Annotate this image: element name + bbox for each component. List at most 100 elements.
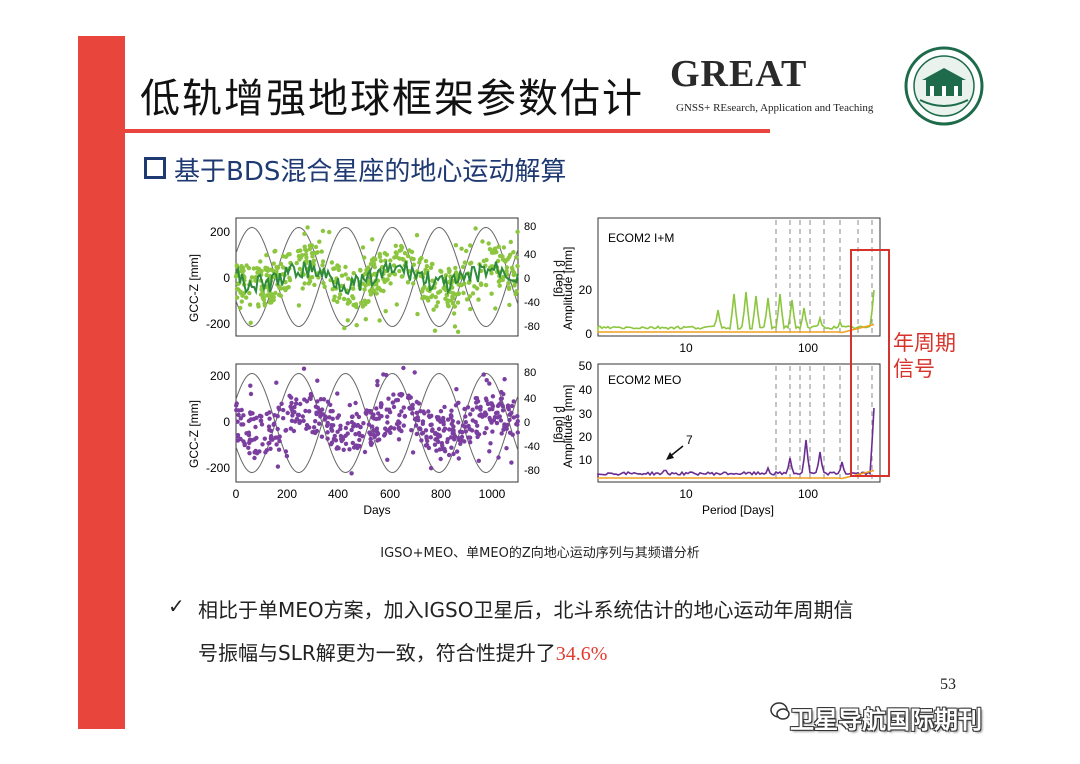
data-point xyxy=(502,377,507,382)
panel-top-left: 200 0 -200 80 40 0 -40 -80 GCC-Z [mm] β … xyxy=(187,217,567,337)
data-point xyxy=(426,409,431,414)
bl-ytick-200: 200 xyxy=(210,369,230,383)
bl-y2tick-0: 0 xyxy=(524,417,530,429)
data-point xyxy=(378,258,384,264)
data-point xyxy=(408,395,413,400)
slide-title: 低轨增强地球框架参数估计 xyxy=(140,76,644,122)
data-point xyxy=(275,265,280,271)
subtitle-bullet-square xyxy=(144,157,166,179)
data-point xyxy=(246,432,252,438)
data-point xyxy=(454,449,460,454)
data-point xyxy=(394,254,399,260)
data-point xyxy=(478,404,483,410)
watermark-text: 卫星导航国际期刊 xyxy=(790,706,982,734)
data-point xyxy=(496,244,501,249)
tl-ylabel: GCC-Z [mm] xyxy=(187,254,201,322)
data-point xyxy=(473,226,478,231)
data-point xyxy=(310,254,315,259)
data-point xyxy=(483,412,489,417)
data-point xyxy=(397,268,402,274)
data-point xyxy=(374,282,379,287)
data-point xyxy=(284,453,290,459)
data-point xyxy=(468,440,473,445)
data-point xyxy=(252,450,257,455)
data-point xyxy=(462,260,468,265)
data-point xyxy=(441,415,446,421)
data-point xyxy=(365,299,371,304)
data-point xyxy=(360,434,365,439)
data-point xyxy=(475,423,480,428)
data-point xyxy=(463,420,468,425)
data-point xyxy=(468,243,473,248)
data-point xyxy=(511,415,516,420)
data-point xyxy=(504,446,509,451)
data-point xyxy=(375,382,380,388)
data-point xyxy=(420,430,426,436)
data-point xyxy=(428,466,434,471)
data-point xyxy=(304,255,309,260)
data-point xyxy=(487,415,492,421)
data-point xyxy=(420,421,425,426)
data-point xyxy=(506,285,512,290)
br-ytick-50: 50 xyxy=(579,359,593,373)
data-point xyxy=(285,410,290,416)
data-point xyxy=(407,405,412,411)
data-point xyxy=(494,420,500,426)
data-point xyxy=(448,413,454,418)
data-point xyxy=(385,420,390,425)
data-point xyxy=(362,449,368,455)
data-point xyxy=(276,405,281,410)
br-xlabel: Period [Days] xyxy=(702,503,774,517)
data-point xyxy=(271,294,276,300)
tr-xtick-10: 10 xyxy=(679,341,693,355)
data-point xyxy=(300,286,305,291)
data-point xyxy=(504,265,510,270)
data-point xyxy=(238,416,243,421)
data-point xyxy=(392,272,398,277)
data-point xyxy=(358,267,363,273)
data-point xyxy=(401,365,406,371)
data-point xyxy=(466,280,472,285)
data-point xyxy=(496,455,501,460)
data-point xyxy=(445,417,451,422)
tl-y2tick-80: 80 xyxy=(524,221,536,233)
bl-xtick-800: 800 xyxy=(431,487,451,501)
data-point xyxy=(353,432,358,437)
data-point xyxy=(347,402,352,408)
data-point xyxy=(462,406,467,412)
data-point xyxy=(506,404,511,409)
data-point xyxy=(459,246,464,251)
data-point xyxy=(338,292,343,297)
data-point xyxy=(277,434,282,439)
data-point xyxy=(461,290,466,296)
data-point xyxy=(393,398,399,403)
data-point xyxy=(414,431,419,437)
data-point xyxy=(456,435,461,441)
data-point xyxy=(235,419,240,424)
data-point xyxy=(290,413,295,418)
data-point xyxy=(293,401,299,406)
data-point xyxy=(350,414,355,419)
data-point xyxy=(433,431,438,436)
data-point xyxy=(274,442,279,447)
data-point xyxy=(440,443,445,448)
data-point xyxy=(511,250,516,255)
br-xtick-10: 10 xyxy=(679,487,693,501)
data-point xyxy=(450,294,455,299)
data-point xyxy=(370,286,375,291)
data-point xyxy=(366,281,372,287)
data-point xyxy=(504,268,509,274)
data-point xyxy=(396,437,402,442)
data-point xyxy=(414,233,420,238)
bl-y2tick-40: 40 xyxy=(524,393,536,405)
data-point xyxy=(254,435,259,441)
data-point xyxy=(460,264,466,270)
data-point xyxy=(466,423,471,429)
data-point xyxy=(343,264,348,270)
data-point xyxy=(489,271,494,276)
data-point xyxy=(266,441,271,446)
data-point xyxy=(453,403,459,408)
data-point xyxy=(377,286,382,291)
data-point xyxy=(486,241,491,246)
data-point xyxy=(275,426,280,432)
